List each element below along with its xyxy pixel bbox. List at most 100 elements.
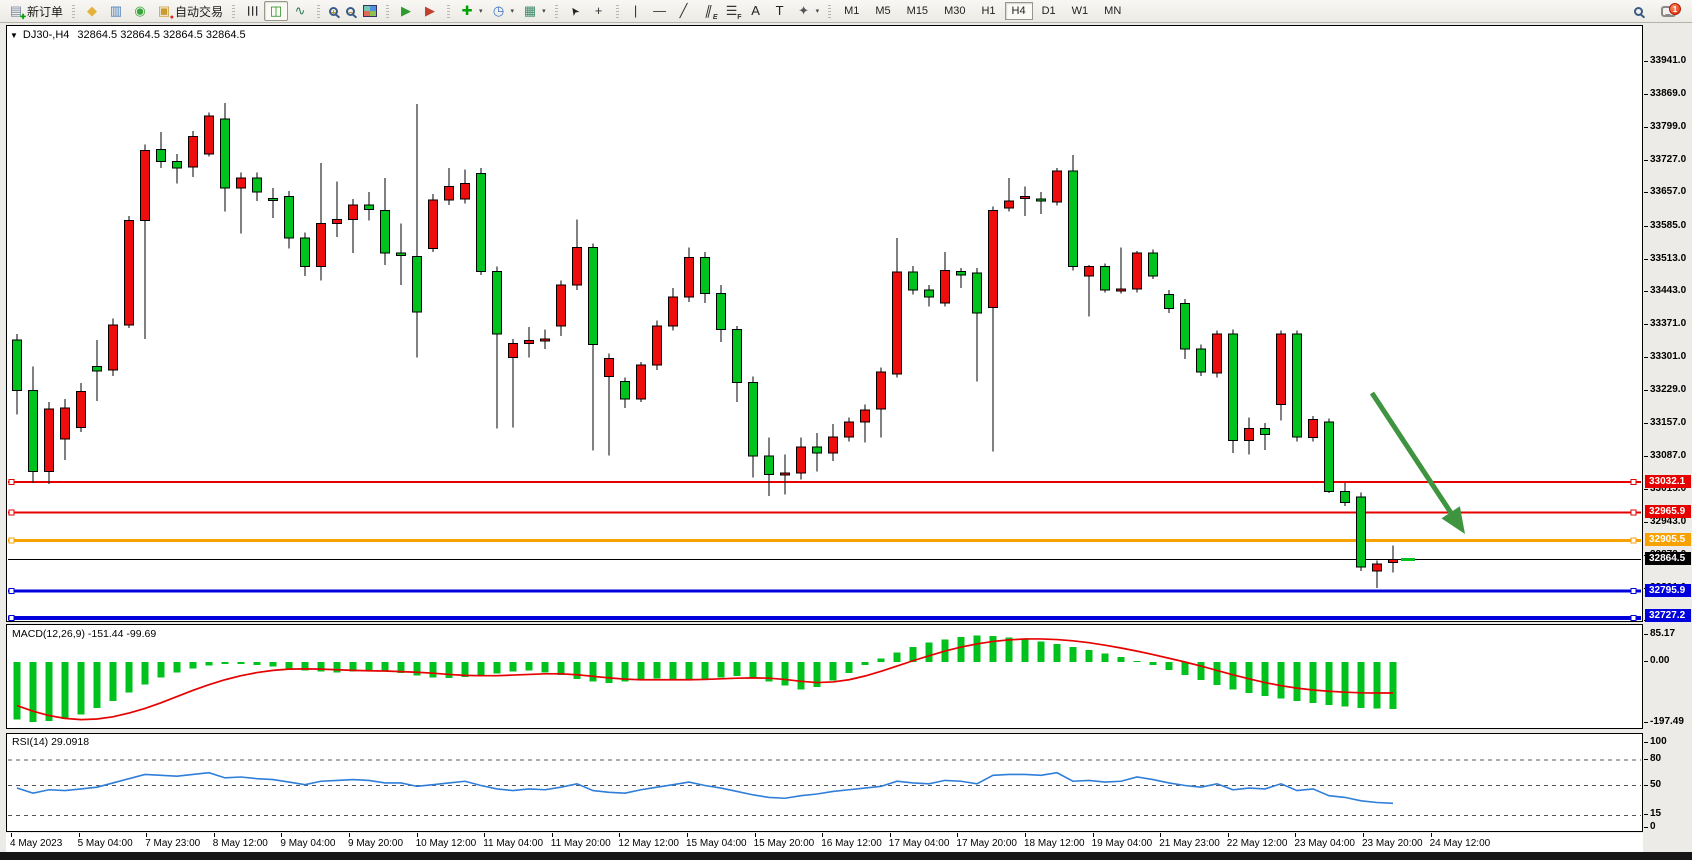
- periods-button[interactable]: ◷ ▾: [487, 1, 519, 21]
- time-tick: [349, 833, 350, 837]
- time-tick: [957, 833, 959, 837]
- time-tick: [1160, 833, 1162, 837]
- templates-button[interactable]: ▦ ▾: [518, 1, 550, 21]
- time-axis-label: 23 May 20:00: [1362, 838, 1423, 849]
- cursor-button[interactable]: ➤: [563, 1, 587, 21]
- new-order-button[interactable]: ▤ ✚ 新订单: [4, 1, 67, 21]
- search-icon: [1634, 6, 1643, 16]
- hline-handle: [8, 615, 15, 621]
- fibonacci-icon: ☰ F: [725, 3, 742, 21]
- toolbar-buttons: ▤ ✚ 新订单 ◆ ▥ ◉ ▣ ● 自动交易 ☰ ◫ ∿ + − ▶ ▶ ✚ ▾ ◷ ▾ ▦ ▾ ➤ + | — ╱ ∥ E ☰ F A T ✦ ▾…: [4, 0, 1630, 22]
- clock-icon: ◷: [492, 3, 505, 18]
- auto-trading-button[interactable]: ▣ ● 自动交易: [152, 1, 227, 21]
- toolbar-grip: [828, 4, 832, 18]
- time-axis-label: 18 May 12:00: [1024, 838, 1085, 849]
- search-button[interactable]: [1630, 1, 1647, 21]
- time-axis-label: 15 May 04:00: [686, 838, 747, 849]
- time-tick: [1363, 833, 1364, 837]
- price-tick: 33301.0: [1644, 351, 1686, 362]
- down-arrow-annotation: [1369, 391, 1465, 534]
- tile-windows-button[interactable]: [359, 1, 381, 21]
- main-chart-svg[interactable]: [7, 26, 1642, 621]
- text-button[interactable]: A: [744, 1, 768, 21]
- channel-button[interactable]: ∥ E: [696, 1, 720, 21]
- arrowhead: [1441, 506, 1465, 534]
- time-axis-label: 16 May 12:00: [821, 838, 882, 849]
- rsi-axis-tick: 80: [1644, 753, 1661, 764]
- price-tick: 33443.0: [1644, 285, 1686, 296]
- timeframe-h4-button[interactable]: H4: [1004, 2, 1033, 20]
- styler-button[interactable]: ◆: [80, 1, 104, 21]
- timeframe-mn-button[interactable]: MN: [1104, 5, 1122, 17]
- fibonacci-button[interactable]: ☰ F: [720, 1, 744, 21]
- chart-shift-icon: ▶: [425, 3, 436, 18]
- toolbar-right: 1: [1630, 1, 1688, 21]
- toolbar-grip: [72, 4, 76, 18]
- chart-title: ▼ DJ30-,H4 32864.5 32864.5 32864.5 32864.5: [10, 29, 246, 41]
- timeframe-d1-button[interactable]: D1: [1041, 5, 1056, 17]
- label-button[interactable]: T: [768, 1, 792, 21]
- tick-dash: [1644, 390, 1648, 392]
- zoom-in-button[interactable]: +: [325, 1, 342, 21]
- rsi-panel[interactable]: [6, 733, 1643, 832]
- price-line-label: 32727.2: [1645, 608, 1691, 622]
- time-axis-label: 7 May 23:00: [145, 838, 201, 849]
- indicators-button[interactable]: ✚ ▾: [455, 1, 487, 21]
- rsi-axis-tick: 50: [1644, 779, 1661, 790]
- text-icon: A: [751, 3, 760, 18]
- notification-badge: 1: [1669, 2, 1681, 15]
- chat-button[interactable]: 1: [1657, 1, 1681, 21]
- signals-button[interactable]: ◉: [128, 1, 152, 21]
- dropdown-arrow-icon: ▾: [815, 8, 820, 15]
- crosshair-button[interactable]: +: [587, 1, 611, 21]
- horizontal-line-button[interactable]: —: [648, 1, 672, 21]
- candlestick-chart-button[interactable]: ◫: [264, 1, 289, 21]
- channel-icon: ∥ E: [704, 3, 718, 21]
- chart-shift-button[interactable]: ▶: [418, 1, 442, 21]
- hline-handle: [1630, 509, 1637, 516]
- line-chart-button[interactable]: ∿: [288, 1, 312, 21]
- zoom-out-button[interactable]: −: [342, 1, 359, 21]
- trendline-button[interactable]: ╱: [672, 1, 696, 21]
- shapes-button[interactable]: ✦ ▾: [792, 1, 824, 21]
- tick-dash: [1644, 61, 1648, 62]
- paint-icon: ◆: [87, 3, 98, 18]
- macd-axis-tick: 0.00: [1644, 655, 1669, 666]
- price-tick: 33727.0: [1644, 154, 1686, 165]
- crosshair-icon: +: [594, 3, 603, 18]
- price-line-label: 32795.9: [1645, 583, 1691, 597]
- timeframe-w1-button[interactable]: W1: [1071, 5, 1089, 17]
- ohlc-values: 32864.5 32864.5 32864.5 32864.5: [77, 29, 246, 41]
- tick-dash: [1644, 192, 1648, 194]
- time-axis-label: 22 May 12:00: [1226, 838, 1288, 849]
- time-tick: [551, 833, 553, 837]
- macd-svg[interactable]: [7, 625, 1642, 728]
- vertical-line-icon: |: [633, 3, 638, 18]
- collapse-arrow-icon[interactable]: ▼: [10, 31, 18, 40]
- market-watch-button[interactable]: ▥: [104, 1, 128, 21]
- rsi-axis-tick: 0: [1644, 821, 1656, 832]
- hline-handle: [8, 479, 15, 486]
- tick-dash: [1644, 423, 1648, 425]
- tick-dash: [1644, 94, 1648, 96]
- time-axis-label: 17 May 20:00: [956, 838, 1017, 849]
- time-tick: [484, 833, 486, 837]
- auto-scroll-button[interactable]: ▶: [394, 1, 418, 21]
- timeframe-m30-button[interactable]: M30: [944, 5, 966, 17]
- fibonacci-icon-badge: F: [737, 14, 742, 21]
- bar-chart-button[interactable]: ☰: [240, 1, 264, 21]
- price-line-label: 32965.9: [1645, 505, 1691, 519]
- time-axis-label: 24 May 12:00: [1429, 838, 1491, 849]
- timeframe-m5-button[interactable]: M5: [875, 5, 891, 17]
- price-tick: 33015.0: [1644, 483, 1686, 494]
- macd-panel[interactable]: [6, 624, 1643, 729]
- rsi-svg[interactable]: [7, 734, 1642, 831]
- main-chart-panel[interactable]: [6, 25, 1643, 622]
- vertical-line-button[interactable]: |: [624, 1, 648, 21]
- dropdown-arrow-icon: ▾: [542, 8, 546, 15]
- time-tick: [619, 833, 621, 837]
- macd-axis-tick: 85.17: [1644, 628, 1675, 639]
- timeframe-m1-button[interactable]: M1: [844, 5, 860, 17]
- timeframe-m15-button[interactable]: M15: [906, 5, 929, 17]
- timeframe-h1-button[interactable]: H1: [981, 5, 996, 17]
